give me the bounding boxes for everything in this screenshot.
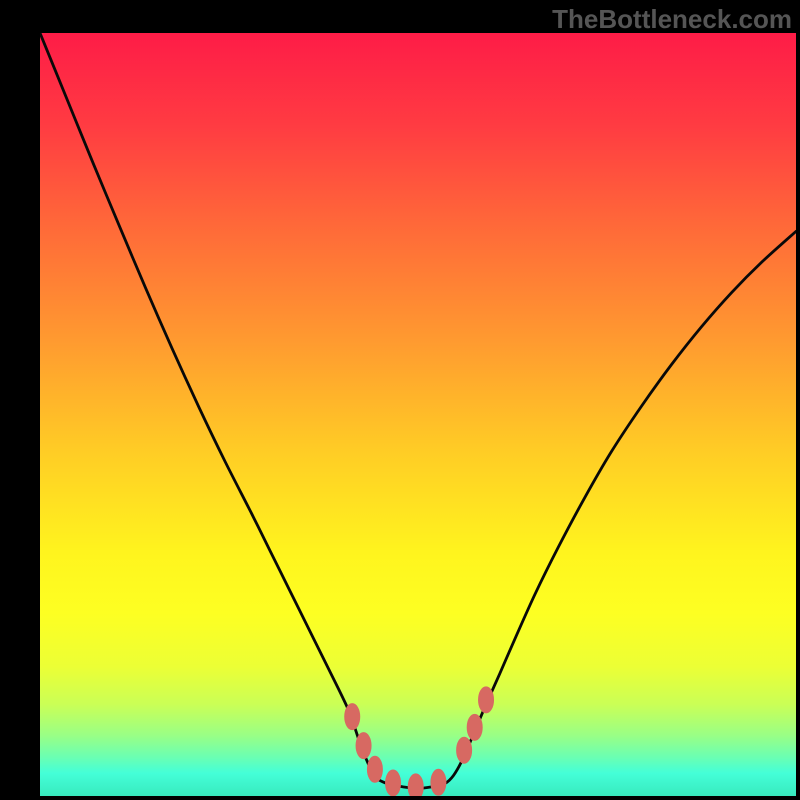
- bottleneck-curve: [40, 33, 796, 788]
- watermark-text: TheBottleneck.com: [552, 4, 792, 35]
- marker-right-0: [457, 737, 472, 763]
- marker-left-0: [345, 704, 360, 730]
- marker-left-5: [431, 769, 446, 795]
- marker-left-1: [356, 733, 371, 759]
- marker-left-3: [386, 770, 401, 796]
- marker-left-2: [367, 756, 382, 782]
- marker-right-1: [467, 714, 482, 740]
- chart-svg: [40, 33, 796, 796]
- marker-right-2: [479, 687, 494, 713]
- marker-left-4: [408, 774, 423, 796]
- plot-area: [40, 33, 796, 796]
